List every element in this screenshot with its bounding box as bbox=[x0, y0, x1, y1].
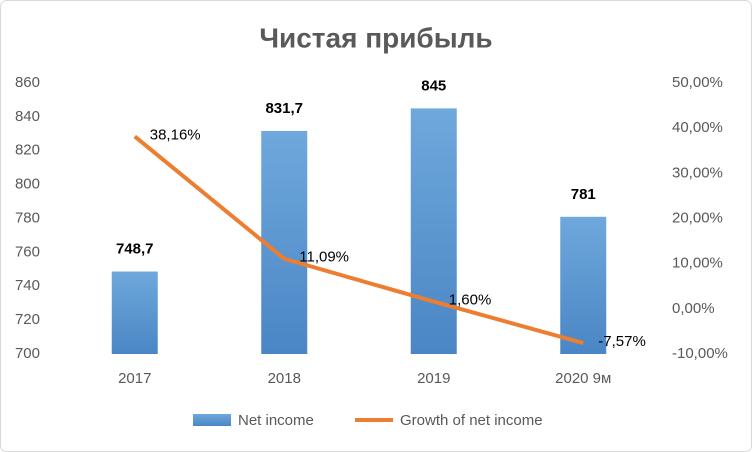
y2-tick-label: 10,00% bbox=[672, 255, 723, 272]
y-tick-label: 860 bbox=[15, 74, 40, 91]
y-tick-label: 720 bbox=[15, 311, 40, 328]
y2-tick-label: -10,00% bbox=[672, 345, 728, 362]
line-value-label: -7,57% bbox=[598, 333, 646, 350]
y-tick-label: 780 bbox=[15, 209, 40, 226]
bar bbox=[410, 108, 457, 354]
x-tick-label: 2017 bbox=[118, 370, 151, 387]
y-tick-label: 740 bbox=[15, 277, 40, 294]
x-tick-label: 2018 bbox=[268, 370, 301, 387]
y2-tick-label: 0,00% bbox=[672, 300, 715, 317]
bar bbox=[560, 216, 607, 354]
line bbox=[133, 134, 584, 345]
x-tick-label: 2019 bbox=[417, 370, 450, 387]
x-tick-label: 2020 9м bbox=[555, 370, 611, 387]
legend-label: Net income bbox=[238, 412, 314, 429]
y-tick-label: 700 bbox=[15, 345, 40, 362]
y-tick-label: 820 bbox=[15, 142, 40, 159]
y2-tick-label: 30,00% bbox=[672, 164, 723, 181]
bar-value-label: 845 bbox=[421, 77, 446, 94]
line-value-label: 11,09% bbox=[299, 249, 349, 266]
bar-value-label: 781 bbox=[571, 186, 596, 203]
y2-tick-label: 40,00% bbox=[672, 119, 723, 136]
bar bbox=[261, 130, 308, 354]
bar-value-label: 831,7 bbox=[265, 100, 303, 117]
legend-swatch bbox=[193, 414, 231, 426]
y-tick-label: 840 bbox=[15, 108, 40, 125]
chart-title: Чистая прибыль bbox=[259, 22, 492, 53]
line-value-label: 1,60% bbox=[449, 292, 492, 309]
y2-tick-label: 50,00% bbox=[672, 74, 723, 91]
bar-value-label: 748,7 bbox=[116, 240, 154, 257]
legend-label: Growth of net income bbox=[400, 412, 543, 429]
y2-tick-label: 20,00% bbox=[672, 209, 723, 226]
y-tick-label: 800 bbox=[15, 176, 40, 193]
bar bbox=[111, 271, 158, 354]
y-tick-label: 760 bbox=[15, 243, 40, 260]
line-value-label: 38,16% bbox=[150, 126, 201, 143]
